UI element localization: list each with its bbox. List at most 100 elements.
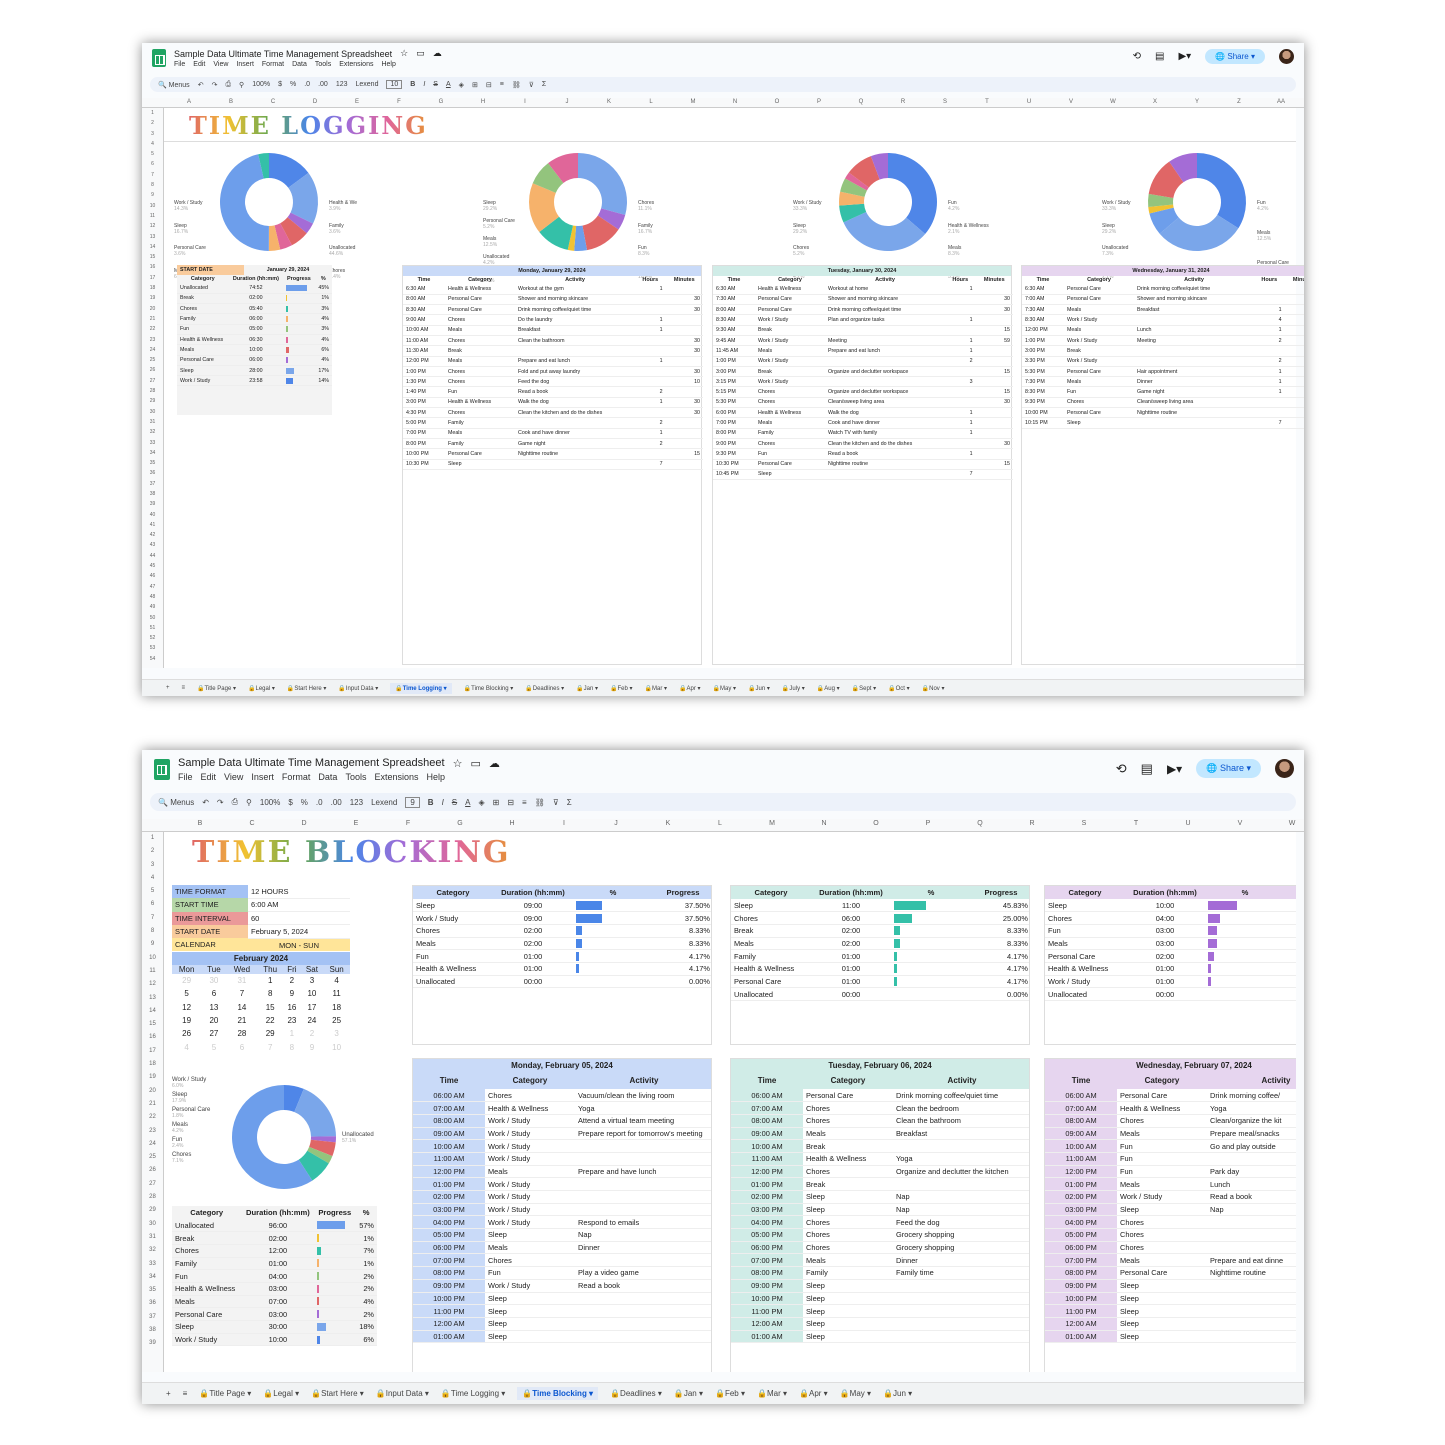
- minutes-cell[interactable]: [665, 325, 703, 336]
- category-dropdown[interactable]: Personal Care: [755, 294, 825, 306]
- row-number[interactable]: 51: [149, 624, 156, 631]
- hours-cell[interactable]: [635, 407, 666, 419]
- activity-cell[interactable]: Play a video game: [575, 1266, 711, 1280]
- category-dropdown[interactable]: Chores: [445, 335, 515, 347]
- pie1-slice-3[interactable]: [280, 217, 307, 246]
- column-header-W[interactable]: W: [1288, 820, 1296, 827]
- row-number[interactable]: 5: [150, 888, 155, 895]
- pie2-slice-4[interactable]: [567, 225, 577, 251]
- minutes-cell[interactable]: 30: [665, 366, 703, 378]
- row-number[interactable]: 38: [149, 490, 156, 497]
- undo-icon[interactable]: ↶: [197, 81, 204, 89]
- minutes-cell[interactable]: 30: [665, 397, 703, 409]
- calendar-day[interactable]: 25: [332, 1016, 342, 1026]
- activity-cell[interactable]: [825, 376, 945, 388]
- tab-apr[interactable]: 🔒Apr ▾: [679, 685, 701, 692]
- minutes-cell[interactable]: 15: [975, 459, 1013, 470]
- summary-duration[interactable]: 10:00: [228, 344, 284, 356]
- activity-cell[interactable]: [1134, 356, 1254, 367]
- minutes-cell[interactable]: [1284, 376, 1304, 388]
- category-dropdown[interactable]: Health & Wellness: [803, 1152, 893, 1166]
- pie4-slice-0[interactable]: [1197, 153, 1247, 229]
- menu-edit[interactable]: Edit: [193, 61, 206, 68]
- zoom-select[interactable]: 100%: [252, 81, 271, 88]
- pie2-slice-3[interactable]: [574, 225, 588, 251]
- hours-cell[interactable]: [635, 366, 666, 378]
- row-number[interactable]: 8: [151, 182, 154, 189]
- row-number[interactable]: 3: [151, 130, 154, 137]
- row-number[interactable]: 35: [149, 1287, 156, 1294]
- meet-icon[interactable]: ▶▾: [1178, 51, 1192, 62]
- category-dropdown[interactable]: Health & Wellness: [445, 397, 515, 409]
- calendar-day[interactable]: 6: [211, 989, 217, 999]
- tab-may[interactable]: 🔒May ▾: [712, 685, 737, 692]
- row-number[interactable]: 34: [149, 449, 156, 456]
- tab-july[interactable]: 🔒July ▾: [781, 685, 805, 692]
- category-dropdown[interactable]: Sleep: [1064, 417, 1134, 429]
- menu-insert[interactable]: Insert: [251, 771, 274, 782]
- tab-time-blocking[interactable]: 🔒Time Blocking ▾: [463, 685, 514, 692]
- hours-cell[interactable]: 1: [1254, 386, 1285, 398]
- tab-jan[interactable]: 🔒Jan ▾: [576, 685, 598, 692]
- activity-cell[interactable]: [1207, 1152, 1296, 1166]
- row-number[interactable]: 39: [149, 501, 156, 508]
- row-number[interactable]: 15: [149, 1021, 156, 1028]
- calendar-day[interactable]: 6: [239, 1042, 245, 1052]
- category-dropdown[interactable]: Work / Study: [755, 314, 825, 326]
- activity-cell[interactable]: [1134, 345, 1254, 357]
- decrease-decimal[interactable]: .0: [315, 797, 323, 807]
- row-number[interactable]: 11: [149, 967, 156, 974]
- category-dropdown[interactable]: Work / Study: [1117, 1190, 1207, 1204]
- minutes-cell[interactable]: 30: [975, 397, 1013, 409]
- category-dropdown[interactable]: Sleep: [803, 1317, 893, 1331]
- category-dropdown[interactable]: Work / Study: [485, 1203, 575, 1217]
- activity-cell[interactable]: Walk the dog: [825, 407, 945, 419]
- minutes-cell[interactable]: 10: [665, 376, 703, 388]
- tab-may[interactable]: 🔒May ▾: [839, 1389, 872, 1398]
- category-dropdown[interactable]: Chores: [1117, 1215, 1207, 1230]
- activity-cell[interactable]: Grocery shopping: [893, 1228, 1029, 1242]
- align-icon[interactable]: ≡: [499, 81, 504, 88]
- minutes-cell[interactable]: 30: [975, 304, 1013, 316]
- activity-cell[interactable]: Clean the kitchen and do the dishes: [515, 407, 635, 419]
- calendar-day[interactable]: 2: [309, 1029, 315, 1039]
- menu-view[interactable]: View: [224, 771, 244, 782]
- share-button[interactable]: 🌐 Share ▾: [1196, 759, 1261, 778]
- row-number[interactable]: 7: [150, 914, 155, 921]
- calendar-day[interactable]: 3: [309, 976, 315, 986]
- row-number[interactable]: 26: [149, 367, 156, 374]
- italic-icon[interactable]: I: [441, 797, 444, 807]
- row-number[interactable]: 45: [149, 563, 156, 570]
- pie2-slice-1[interactable]: [597, 208, 626, 230]
- row-number[interactable]: 37: [149, 480, 156, 487]
- row-number[interactable]: 9: [150, 941, 155, 948]
- text-color-icon[interactable]: A: [445, 81, 451, 88]
- category-dropdown[interactable]: Meals: [803, 1127, 893, 1141]
- redo-icon[interactable]: ↷: [216, 797, 224, 807]
- merge-icon[interactable]: ⊟: [485, 81, 492, 89]
- activity-cell[interactable]: Nighttime routine: [1207, 1266, 1296, 1280]
- functions-icon[interactable]: Σ: [566, 797, 572, 807]
- column-header-T[interactable]: T: [1133, 820, 1139, 827]
- category-dropdown[interactable]: Personal Care: [1064, 366, 1134, 378]
- avatar[interactable]: [1279, 49, 1294, 64]
- history-icon[interactable]: ⟲: [1115, 760, 1127, 776]
- category-dropdown[interactable]: Chores: [803, 1241, 893, 1255]
- menu-edit[interactable]: Edit: [200, 771, 217, 782]
- row-number[interactable]: 17: [149, 1047, 156, 1054]
- row-number[interactable]: 6: [150, 901, 155, 908]
- pie3-slice-0[interactable]: [888, 153, 937, 234]
- category-dropdown[interactable]: Fun: [1117, 1165, 1207, 1179]
- fill-color-icon[interactable]: ◈: [458, 81, 465, 89]
- activity-cell[interactable]: Watch TV with family: [825, 428, 945, 439]
- column-header-N[interactable]: N: [821, 820, 827, 827]
- more-formats[interactable]: 123: [335, 81, 348, 88]
- column-header-A[interactable]: A: [186, 99, 191, 105]
- activity-cell[interactable]: Breakfast: [1134, 304, 1254, 316]
- activity-cell[interactable]: Breakfast: [515, 325, 635, 336]
- calendar-day[interactable]: 9: [289, 989, 295, 999]
- hours-cell[interactable]: 1: [1254, 366, 1285, 378]
- activity-cell[interactable]: Clean/sweep living area: [825, 397, 945, 409]
- hours-cell[interactable]: 2: [635, 438, 666, 450]
- tab-title-page[interactable]: 🔒Title Page ▾: [199, 1389, 252, 1398]
